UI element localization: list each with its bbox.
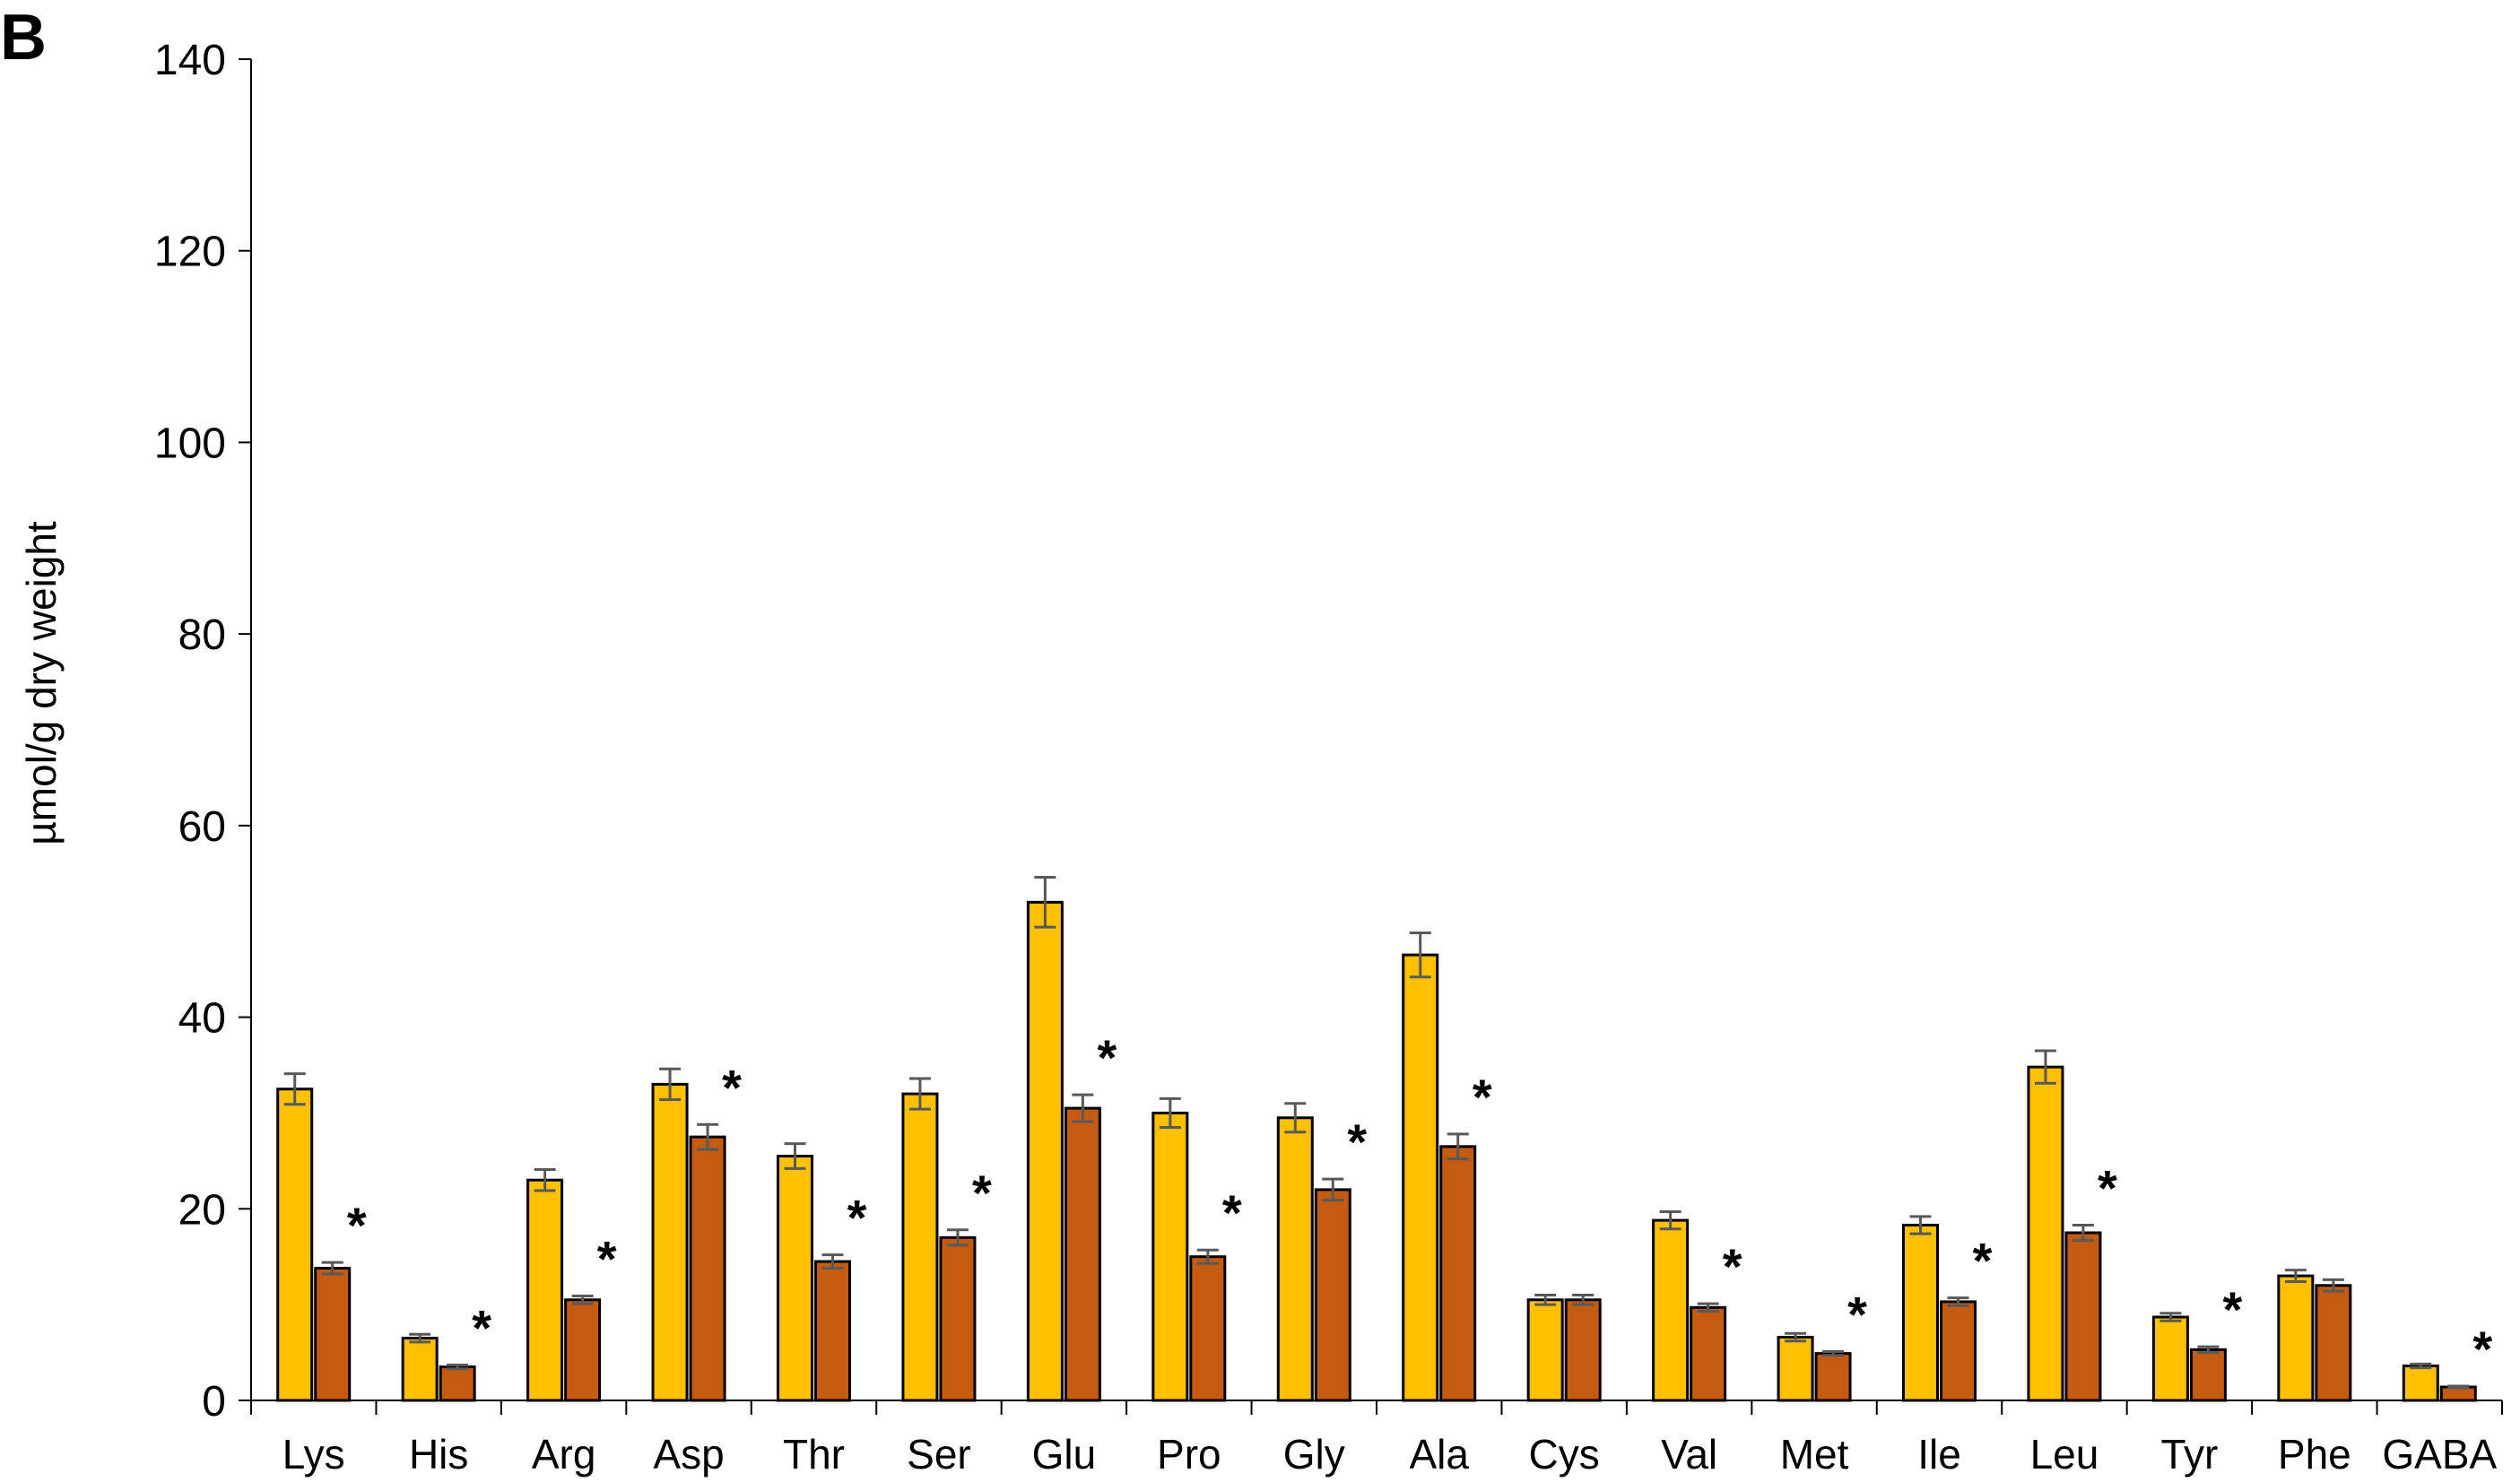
bar-series-a	[1151, 1111, 1189, 1402]
y-tick-label: 20	[178, 1186, 226, 1234]
x-tick-label: Ser	[907, 1431, 971, 1478]
x-tick-label: GABA	[2382, 1431, 2497, 1478]
x-tick-label: Cys	[1529, 1431, 1600, 1478]
x-tick-label: Ile	[1917, 1431, 1961, 1478]
bar-series-a	[651, 1082, 689, 1402]
x-tick-label: Met	[1780, 1431, 1849, 1478]
bar-series-a	[901, 1092, 939, 1402]
y-tick-label: 40	[178, 995, 226, 1043]
bar-series-b	[814, 1260, 851, 1402]
bar-series-b	[2064, 1231, 2102, 1402]
bar-series-b	[689, 1135, 726, 1402]
y-axis-title: µmol/g dry weight	[18, 521, 65, 845]
bar-series-a	[1652, 1218, 1690, 1402]
bar-series-b	[1314, 1188, 1351, 1402]
bar-series-b	[1564, 1298, 1602, 1402]
x-tick-label: Arg	[532, 1431, 596, 1478]
significance-star: *	[1973, 1233, 1993, 1289]
x-tick-label: Pro	[1157, 1431, 1221, 1478]
x-tick-label: Phe	[2278, 1431, 2351, 1478]
bars: * * * * * * * * * * * * * * * *	[276, 876, 2492, 1402]
significance-star: *	[1097, 1029, 1117, 1086]
significance-star: *	[1723, 1238, 1742, 1295]
significance-star: *	[472, 1299, 491, 1356]
significance-star: *	[1222, 1184, 1242, 1241]
axes: 0 20 40 60 80 100 120 140 Lys His Arg Asp Thr Ser Glu P…	[154, 37, 2503, 1478]
bar-series-a	[1902, 1223, 1939, 1402]
bar-series-b	[314, 1267, 352, 1402]
bar-series-a	[2277, 1274, 2315, 1402]
x-tick-label: Glu	[1032, 1431, 1097, 1478]
bar-series-b	[1690, 1305, 1727, 1402]
bar-series-b	[1814, 1352, 1852, 1402]
bar-series-b	[1940, 1300, 1977, 1402]
significance-star: *	[597, 1231, 617, 1287]
bar-series-a	[526, 1178, 564, 1402]
bar-series-a	[1526, 1298, 1564, 1402]
bar-series-a	[2027, 1065, 2064, 1402]
bar-series-b	[1439, 1145, 1477, 1402]
bar-series-a	[1777, 1335, 1814, 1402]
bar-series-a	[2402, 1365, 2439, 1402]
bar-series-a	[1276, 1116, 1314, 1402]
bar-series-b	[439, 1365, 476, 1402]
x-tick-label: Ala	[1409, 1431, 1469, 1478]
significance-star: *	[1473, 1069, 1492, 1125]
bar-series-b	[1064, 1106, 1101, 1402]
panel-label: B	[0, 2, 47, 74]
bar-series-b	[939, 1235, 977, 1402]
x-tick-label: Tyr	[2160, 1431, 2218, 1478]
bar-series-b	[1189, 1255, 1227, 1402]
bar-series-a	[777, 1155, 813, 1402]
x-tick-label: Asp	[653, 1431, 724, 1478]
x-tick-label: Gly	[1283, 1431, 1345, 1478]
y-tick-label: 120	[154, 229, 226, 276]
bar-series-b	[564, 1298, 602, 1402]
bar-series-a	[1402, 953, 1439, 1402]
y-tick-label: 80	[178, 611, 226, 659]
x-tick-label: Val	[1661, 1431, 1717, 1478]
x-tick-label: Lys	[282, 1431, 345, 1478]
y-tick-label: 140	[154, 37, 226, 84]
significance-star: *	[1347, 1114, 1367, 1170]
x-tick-label: Thr	[783, 1431, 845, 1478]
significance-star: *	[2098, 1159, 2117, 1216]
y-tick-label: 0	[202, 1378, 226, 1426]
x-tick-label: Leu	[2030, 1431, 2099, 1478]
bar-series-a	[276, 1088, 314, 1402]
significance-star: *	[1847, 1287, 1867, 1343]
bar-series-b	[2315, 1284, 2352, 1402]
y-tick-label: 100	[154, 420, 226, 467]
bar-series-b	[2189, 1348, 2227, 1402]
y-tick-label: 60	[178, 803, 226, 851]
significance-star: *	[2222, 1281, 2242, 1338]
significance-star: *	[2472, 1321, 2492, 1377]
bar-series-a	[401, 1337, 439, 1402]
x-tick-label: His	[409, 1431, 468, 1478]
significance-star: *	[972, 1165, 992, 1221]
significance-star: *	[347, 1197, 367, 1253]
significance-star: *	[722, 1059, 742, 1115]
significance-star: *	[847, 1190, 867, 1246]
bar-series-a	[1026, 900, 1064, 1402]
bar-series-a	[2151, 1315, 2189, 1402]
